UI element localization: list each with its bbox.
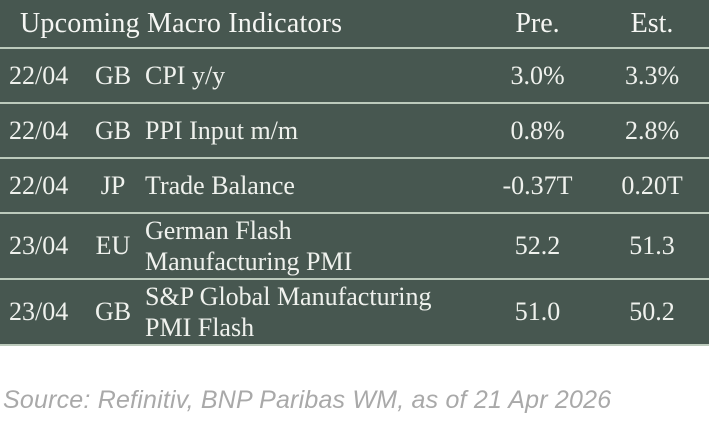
indicator-cell: German Flash Manufacturing PMI [145, 216, 353, 276]
est-value-cell: 51.3 [629, 231, 675, 260]
macro-indicators-table: Upcoming Macro Indicators Pre. Est. 22/0… [0, 0, 710, 346]
indicator-cell: PPI Input m/m [145, 116, 299, 145]
est-value-cell: 50.2 [629, 297, 675, 326]
pre-value-cell: -0.37T [502, 170, 573, 200]
table-row: 22/04 GB PPI Input m/m 0.8% 2.8% [0, 103, 710, 158]
country-cell: GB [94, 115, 132, 145]
column-header-est: Est. [630, 7, 674, 39]
date-cell: 23/04 [9, 231, 69, 260]
column-header-pre: Pre. [515, 7, 560, 39]
table-row: 23/04 GB S&P Global Manufacturing PMI Fl… [0, 279, 710, 345]
indicator-cell: S&P Global Manufacturing PMI Flash [145, 282, 432, 342]
table-title: Upcoming Macro Indicators [20, 7, 343, 39]
est-value-cell: 2.8% [624, 115, 680, 145]
table-row: 23/04 EU German Flash Manufacturing PMI … [0, 213, 710, 279]
pre-value-cell: 3.0% [510, 60, 565, 90]
date-cell: 23/04 [9, 297, 69, 326]
est-value-cell: 0.20T [621, 170, 683, 200]
country-cell: GB [94, 60, 132, 90]
source-note: Source: Refinitiv, BNP Paribas WM, as of… [3, 386, 612, 414]
indicator-cell: CPI y/y [145, 61, 226, 90]
table-row: 22/04 GB CPI y/y 3.0% 3.3% [0, 48, 710, 103]
country-cell: EU [95, 231, 131, 260]
pre-value-cell: 0.8% [510, 115, 565, 145]
est-value-cell: 3.3% [624, 60, 680, 90]
indicator-cell: Trade Balance [145, 171, 295, 200]
pre-value-cell: 52.2 [514, 231, 561, 260]
date-cell: 22/04 [9, 60, 69, 90]
table-header-row: Upcoming Macro Indicators Pre. Est. [0, 0, 710, 48]
table-row: 22/04 JP Trade Balance -0.37T 0.20T [0, 158, 710, 213]
country-cell: JP [100, 170, 126, 200]
country-cell: GB [94, 297, 132, 326]
pre-value-cell: 51.0 [514, 297, 561, 326]
date-cell: 22/04 [9, 170, 69, 200]
date-cell: 22/04 [9, 115, 69, 145]
